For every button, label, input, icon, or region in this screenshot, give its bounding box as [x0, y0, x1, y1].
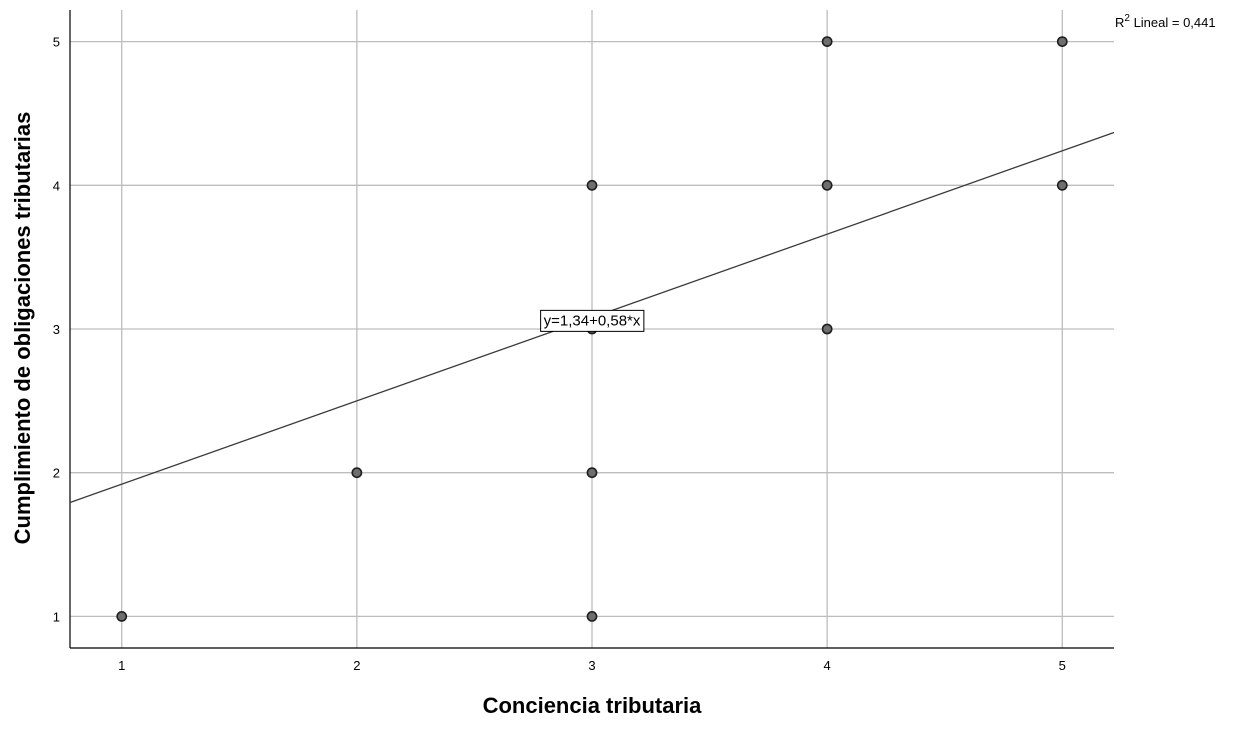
data-point — [586, 610, 598, 622]
y-tick-labels: 1 2 3 4 5 — [53, 35, 60, 625]
y-tick-label: 2 — [53, 466, 60, 481]
data-point — [821, 179, 833, 191]
data-point — [586, 467, 598, 479]
equation-box — [540, 309, 645, 332]
data-point — [586, 179, 598, 191]
data-point — [1056, 36, 1068, 48]
x-tick-labels: 1 2 3 4 5 — [118, 658, 1066, 673]
r-squared-prefix: R — [1115, 15, 1124, 30]
y-axis-title: Cumplimiento de obligaciones tributarias — [10, 112, 35, 545]
r-squared-value: Lineal = 0,441 — [1130, 15, 1216, 30]
point-layer — [116, 36, 1068, 622]
equation-label: y=1,34+0,58*x — [540, 309, 645, 332]
data-point — [821, 323, 833, 335]
y-tick-label: 1 — [53, 609, 60, 624]
axis-layer — [69, 10, 1114, 649]
data-point — [1056, 179, 1068, 191]
x-tick-label: 5 — [1059, 658, 1066, 673]
x-tick-label: 2 — [353, 658, 360, 673]
data-point — [116, 610, 128, 622]
x-tick-label: 4 — [824, 658, 831, 673]
x-tick-label: 3 — [588, 658, 595, 673]
r-squared-superscript: 2 — [1124, 13, 1130, 24]
data-point — [821, 36, 833, 48]
y-tick-label: 5 — [53, 35, 60, 50]
data-point — [351, 467, 363, 479]
x-axis-title: Conciencia tributaria — [483, 693, 703, 718]
x-tick-label: 1 — [118, 658, 125, 673]
y-tick-label: 4 — [53, 178, 60, 193]
r-squared-label: R2 Lineal = 0,441 — [1115, 13, 1216, 30]
equation-text: y=1,34+0,58*x — [544, 312, 641, 329]
y-tick-label: 3 — [53, 322, 60, 337]
